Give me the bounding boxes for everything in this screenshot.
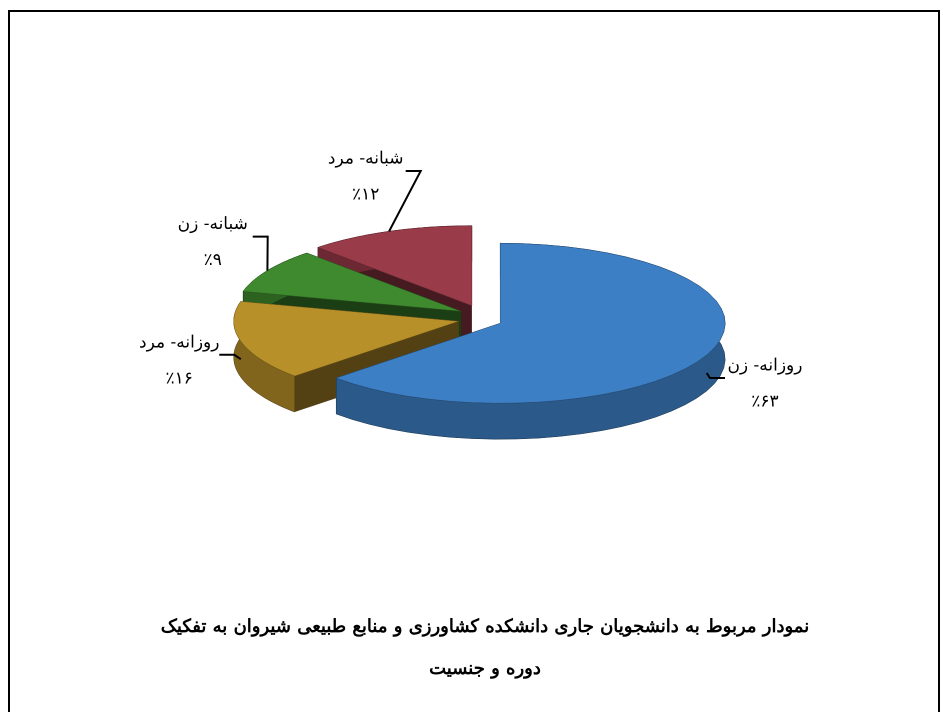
value-label: ٪۱۲ [352, 184, 379, 204]
value-label: ٪۹ [204, 250, 222, 270]
category-label: شبانه- مرد [328, 148, 404, 168]
category-label: روزانه- زن [727, 355, 802, 375]
category-label: شبانه- زن [178, 214, 248, 234]
value-label: ٪۶۳ [751, 391, 778, 411]
leader-line [705, 372, 725, 379]
leader-line [252, 235, 269, 271]
leader-line [219, 353, 242, 361]
slice [233, 301, 459, 377]
frame [8, 10, 940, 712]
category-label: روزانه- مرد [139, 332, 219, 352]
chart-title: نمودار مربوط به دانشجویان جاری دانشکده ک… [160, 616, 810, 679]
slice [335, 242, 726, 404]
leader-line [388, 170, 423, 232]
value-label: ٪۱۶ [166, 368, 193, 388]
